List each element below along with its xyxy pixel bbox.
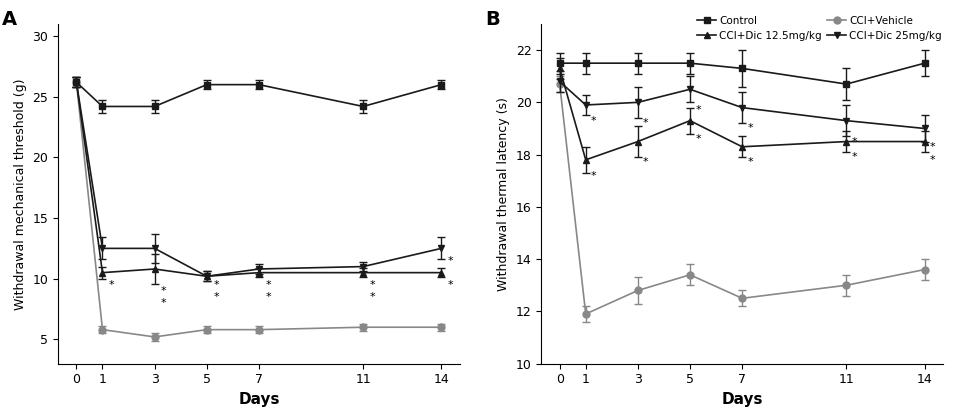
Text: *: * xyxy=(448,280,453,290)
Legend: Control, CCI+Dic 12.5mg/kg, CCI+Vehicle, CCI+Dic 25mg/kg: Control, CCI+Dic 12.5mg/kg, CCI+Vehicle,… xyxy=(697,15,941,41)
Text: *: * xyxy=(161,286,167,296)
Text: *: * xyxy=(929,142,935,152)
Text: *: * xyxy=(695,105,700,115)
Text: *: * xyxy=(448,255,453,265)
Text: *: * xyxy=(642,158,648,168)
Text: *: * xyxy=(695,134,700,144)
Text: *: * xyxy=(161,298,167,308)
Text: *: * xyxy=(213,292,218,302)
Text: *: * xyxy=(590,116,596,126)
Text: *: * xyxy=(642,118,648,128)
Text: *: * xyxy=(746,158,752,168)
X-axis label: Days: Days xyxy=(720,392,762,407)
Text: *: * xyxy=(851,137,857,147)
Text: B: B xyxy=(485,10,499,29)
Text: *: * xyxy=(213,280,218,290)
Text: *: * xyxy=(851,152,857,162)
Text: *: * xyxy=(929,155,935,165)
Text: *: * xyxy=(265,280,271,290)
Text: *: * xyxy=(265,292,271,302)
Text: *: * xyxy=(746,123,752,133)
Text: *: * xyxy=(109,280,114,290)
Text: *: * xyxy=(590,171,596,181)
Text: *: * xyxy=(370,292,375,302)
Text: *: * xyxy=(370,280,375,290)
Y-axis label: Withdrawal thermal latency (s): Withdrawal thermal latency (s) xyxy=(497,97,510,291)
Y-axis label: Withdrawal mechanical threshold (g): Withdrawal mechanical threshold (g) xyxy=(14,78,27,310)
X-axis label: Days: Days xyxy=(238,392,279,407)
Text: A: A xyxy=(2,10,17,29)
